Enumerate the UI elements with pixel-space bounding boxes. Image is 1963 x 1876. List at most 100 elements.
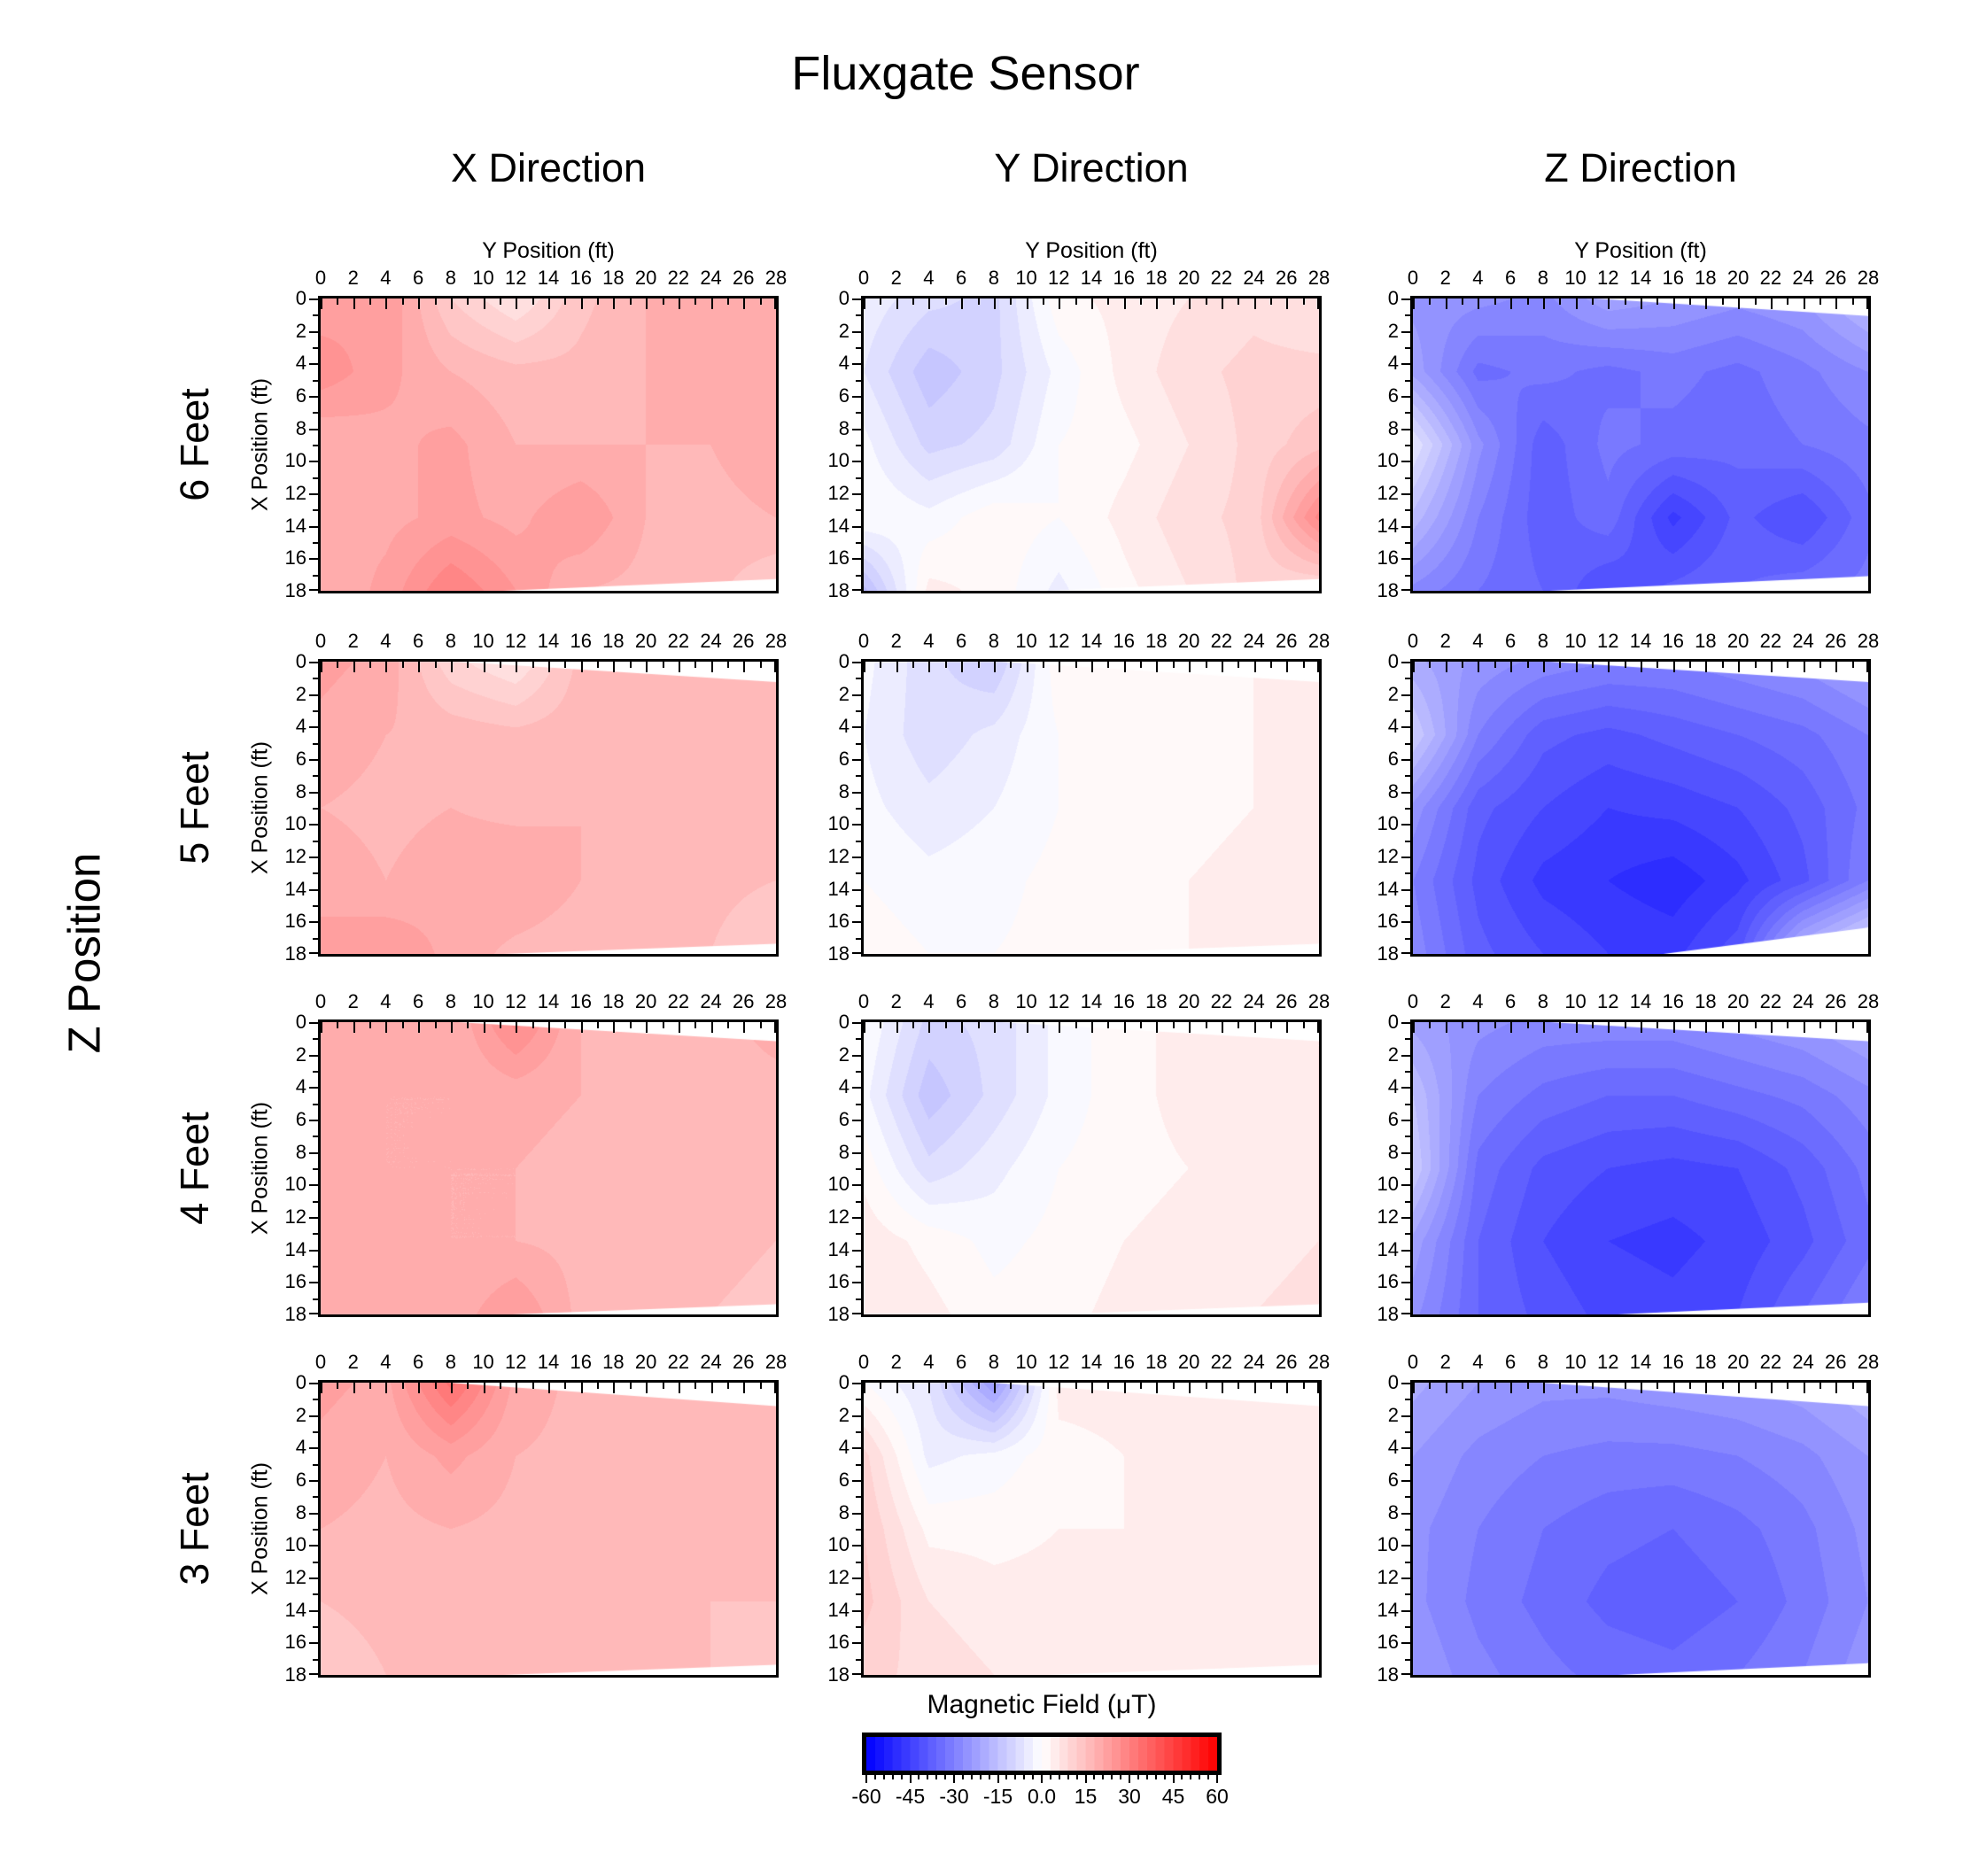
left-major-tick [1401, 1609, 1410, 1612]
top-minor-tick [1205, 298, 1207, 305]
top-minor-tick [1851, 1022, 1854, 1028]
top-major-tick [450, 662, 453, 672]
heatmap-panel-3-feet-z-direction: 0 2 4 6 8 10 12 14 16 18 20 22 24 26 28 0 2 4 6 8 10 12 14 16 18 [1377, 1353, 1880, 1685]
top-tick-label: 4 [380, 990, 392, 1012]
left-tick-label: 14 [284, 1237, 306, 1260]
top-tick-label: 6 [1505, 630, 1517, 652]
left-tick-label: 18 [1377, 942, 1399, 965]
top-tick-label: 14 [1080, 267, 1103, 289]
top-major-tick [321, 662, 322, 672]
top-tick-label: 24 [700, 990, 722, 1012]
heatmap-panel-5-feet-z-direction: 0 2 4 6 8 10 12 14 16 18 20 22 24 26 28 0 2 4 6 8 10 12 14 16 18 [1377, 632, 1880, 964]
left-minor-tick [1405, 1399, 1410, 1401]
top-minor-tick [434, 1022, 437, 1028]
top-minor-tick [977, 298, 980, 305]
left-minor-tick [856, 905, 861, 907]
left-minor-tick [1405, 1561, 1410, 1563]
top-tick-label: 0 [314, 1351, 327, 1373]
top-minor-tick [944, 662, 947, 668]
top-major-tick [1091, 298, 1093, 309]
top-major-tick [1608, 662, 1610, 672]
top-tick-label: 16 [1113, 267, 1135, 289]
top-minor-tick [1787, 298, 1789, 305]
left-tick-label: 4 [1387, 1436, 1399, 1459]
top-minor-tick [1429, 298, 1432, 305]
colorbar-minor-tick [1137, 1775, 1139, 1779]
left-major-tick [1401, 662, 1410, 663]
top-minor-tick [1819, 1383, 1821, 1389]
left-major-tick [1401, 1313, 1410, 1314]
left-tick-label: 8 [295, 416, 306, 439]
top-tick-label: 10 [1015, 990, 1037, 1012]
figure-title: Fluxgate Sensor [791, 47, 1140, 100]
top-tick-label: 10 [472, 267, 494, 289]
top-tick-label: 26 [1276, 267, 1298, 289]
colorbar-minor-tick [970, 1775, 973, 1779]
left-tick-label: 12 [1377, 1205, 1399, 1228]
heatmap-canvas [864, 298, 1319, 591]
left-tick-label: 14 [284, 877, 306, 900]
left-minor-tick [313, 808, 318, 810]
top-minor-tick [662, 1022, 664, 1028]
heatmap-panel-6-feet-y-direction: 0 2 4 6 8 10 12 14 16 18 20 22 24 26 28 0 2 4 6 8 10 12 14 16 18… [828, 238, 1331, 601]
top-tick-label: 26 [733, 267, 755, 289]
top-tick-label: 2 [890, 1351, 902, 1373]
top-tick-label: 26 [733, 1351, 755, 1373]
top-tick-label: 0 [1407, 1351, 1419, 1373]
left-major-tick [1401, 1447, 1410, 1450]
left-tick-label: 4 [295, 1075, 306, 1098]
left-minor-tick [313, 775, 318, 778]
left-tick-label: 16 [284, 910, 306, 933]
top-major-tick [1253, 1022, 1256, 1033]
left-minor-tick [313, 1593, 318, 1596]
left-tick-label: 14 [827, 514, 850, 537]
left-minor-tick [1405, 775, 1410, 778]
top-tick-label: 22 [667, 1351, 690, 1373]
top-major-tick [1575, 298, 1578, 309]
top-minor-tick [629, 662, 632, 668]
left-minor-tick [1405, 1266, 1410, 1267]
top-tick-label: 8 [445, 990, 456, 1012]
top-minor-tick [1302, 1022, 1305, 1028]
top-major-tick [743, 1383, 746, 1393]
top-tick-label: 12 [1048, 990, 1070, 1012]
left-minor-tick [313, 1529, 318, 1531]
left-major-tick [852, 1545, 861, 1547]
left-tick-label: 12 [284, 1205, 306, 1228]
top-minor-tick [1238, 1022, 1240, 1028]
top-major-tick [743, 662, 746, 672]
top-minor-tick [1754, 1383, 1757, 1389]
left-minor-tick [1405, 678, 1410, 680]
top-minor-tick [597, 1383, 600, 1389]
top-tick-label: 10 [1564, 1351, 1587, 1373]
top-major-tick [516, 1383, 518, 1393]
top-minor-tick [401, 1022, 404, 1028]
top-major-tick [1189, 298, 1191, 309]
left-minor-tick [856, 678, 861, 680]
top-minor-tick [1721, 1022, 1724, 1028]
left-tick-label: 12 [827, 1205, 850, 1228]
top-minor-tick [1657, 662, 1659, 668]
left-minor-tick [856, 1626, 861, 1628]
top-major-tick [580, 298, 583, 309]
colorbar-major-tick [953, 1775, 955, 1783]
top-major-tick [516, 298, 518, 309]
top-major-tick [613, 1022, 616, 1033]
left-tick-label: 16 [1377, 1631, 1399, 1654]
top-tick-label: 18 [1145, 630, 1168, 652]
colorbar-gradient [866, 1737, 1217, 1771]
left-major-tick [852, 396, 861, 398]
top-major-tick [1510, 662, 1513, 672]
top-minor-tick [1462, 1022, 1464, 1028]
top-tick-label: 6 [1505, 1351, 1517, 1373]
top-major-tick [1059, 1383, 1061, 1393]
top-minor-tick [662, 662, 664, 668]
left-major-tick [309, 857, 318, 858]
top-major-tick [646, 1022, 648, 1033]
top-tick-label: 0 [1407, 630, 1419, 652]
top-major-tick [774, 1022, 776, 1033]
top-minor-tick [629, 1383, 632, 1389]
top-tick-label: 28 [764, 267, 788, 289]
left-major-tick [1401, 330, 1410, 333]
left-tick-label: 2 [1387, 682, 1399, 705]
